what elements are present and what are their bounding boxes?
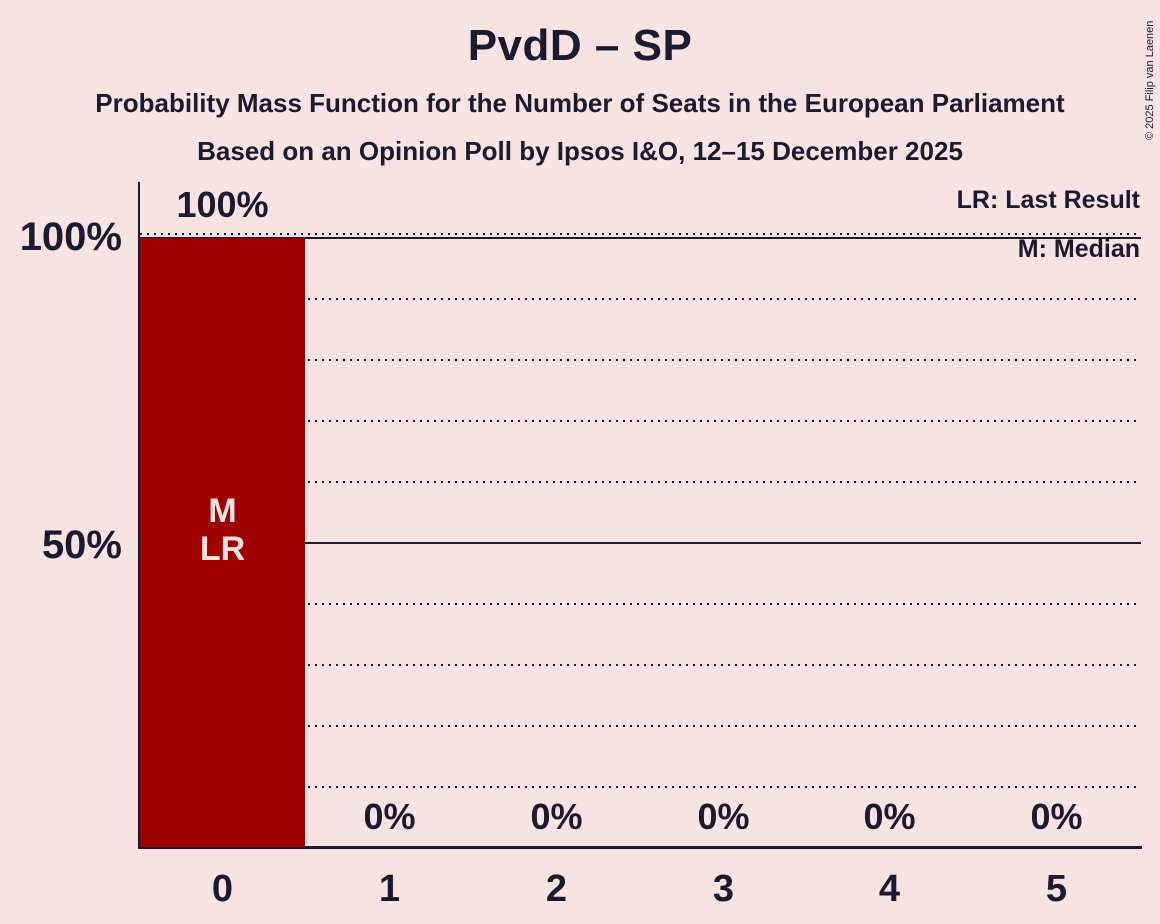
- bar-value-label-4: 0%: [863, 796, 916, 837]
- bar-value-label-3: 0%: [697, 796, 750, 837]
- chart-subtitle: Probability Mass Function for the Number…: [95, 88, 1065, 118]
- gridline-20: [140, 725, 1141, 727]
- median-marker: M: [208, 492, 237, 530]
- x-tick-label-0: 0: [211, 868, 234, 910]
- x-tick-label-1: 1: [378, 868, 401, 910]
- gridline-100-dotted: [140, 233, 1141, 235]
- chart-subtitle-source: Based on an Opinion Poll by Ipsos I&O, 1…: [197, 136, 963, 166]
- last-result-marker: LR: [199, 530, 246, 568]
- x-tick-label-2: 2: [545, 868, 568, 910]
- legend-median: M: Median: [1017, 235, 1140, 263]
- legend-last-result: LR: Last Result: [956, 186, 1140, 214]
- bar-value-label-0: 100%: [176, 184, 269, 225]
- gridline-40: [140, 603, 1141, 605]
- gridline-10: [140, 786, 1141, 788]
- bar-value-label-2: 0%: [530, 796, 583, 837]
- x-tick-label-3: 3: [712, 868, 735, 910]
- y-axis-label-50: 50%: [41, 523, 122, 567]
- gridline-30: [140, 664, 1141, 666]
- gridline-70: [140, 420, 1141, 422]
- gridline-80: [140, 359, 1141, 361]
- bar-value-label-1: 0%: [363, 796, 416, 837]
- bar-seats-0: [140, 238, 305, 847]
- chart-title: PvdD – SP: [467, 21, 693, 70]
- copyright-notice: © 2025 Filip van Laenen: [1144, 20, 1156, 140]
- bar-annotation-median-last-result: M LR: [139, 492, 306, 568]
- y-axis-label-100: 100%: [19, 215, 122, 259]
- gridline-50-solid: [140, 542, 1141, 544]
- gridline-60: [140, 481, 1141, 483]
- gridline-90: [140, 298, 1141, 300]
- y-axis-line: [138, 182, 140, 848]
- gridline-100-solid: [140, 237, 1141, 239]
- bar-value-label-5: 0%: [1030, 796, 1083, 837]
- x-tick-label-5: 5: [1045, 868, 1068, 910]
- x-tick-label-4: 4: [878, 868, 901, 910]
- x-axis-line: [138, 846, 1142, 849]
